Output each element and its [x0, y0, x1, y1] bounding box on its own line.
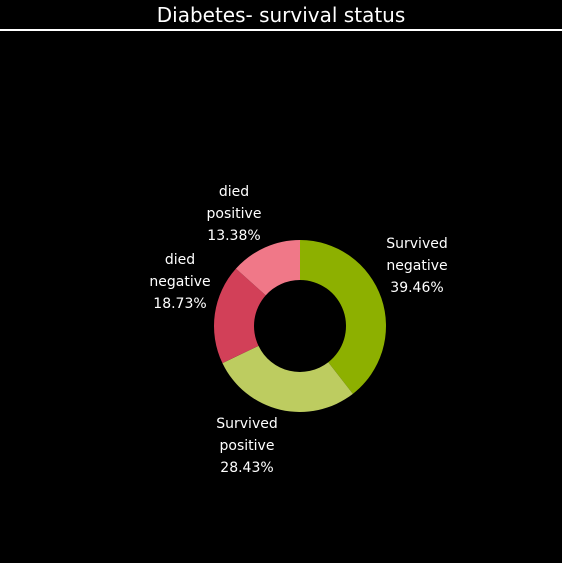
slice-label-survived-negative: Survived negative 39.46% — [386, 236, 447, 296]
slice-survived-positive[interactable] — [222, 345, 353, 412]
slice-label-died-negative: died negative 18.73% — [149, 252, 210, 312]
slice-died-negative[interactable] — [213, 268, 266, 364]
title-divider — [0, 29, 562, 31]
slice-survived-negative[interactable] — [300, 240, 387, 394]
slice-label-died-positive: died positive 13.38% — [207, 184, 262, 244]
slice-label-survived-positive: Survived positive 28.43% — [216, 416, 277, 476]
chart-title: Diabetes- survival status — [156, 3, 406, 27]
slice-died-positive[interactable] — [235, 240, 300, 296]
